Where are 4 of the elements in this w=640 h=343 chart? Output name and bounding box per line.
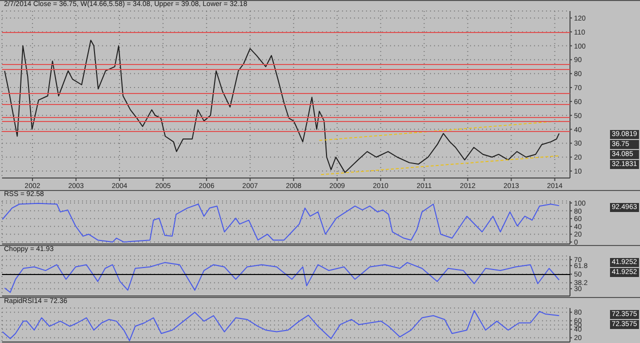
line-series — [4, 262, 560, 293]
line-series — [2, 310, 560, 342]
line-series — [4, 40, 560, 173]
line-series — [2, 202, 560, 243]
